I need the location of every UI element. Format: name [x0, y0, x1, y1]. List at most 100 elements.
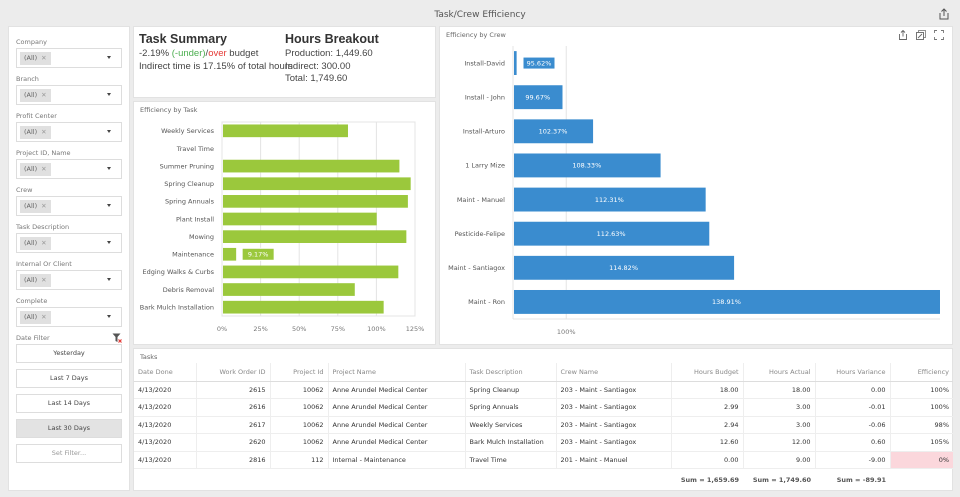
x-tick-label: 25%	[253, 325, 267, 333]
filter-select-project-id-name[interactable]: (All) ✕	[16, 159, 122, 179]
export-icon[interactable]	[938, 8, 950, 20]
hours-breakout: Hours Breakout Production: 1,449.60 Indi…	[285, 32, 379, 86]
column-header-hours-actual[interactable]: Hours Actual	[743, 363, 816, 382]
remove-tag-icon[interactable]: ✕	[41, 202, 47, 210]
table-cell-hours-actual: 12.00	[743, 433, 816, 452]
table-row[interactable]: 4/13/2020 2615 10062 Anne Arundel Medical C…	[134, 381, 953, 399]
bar[interactable]	[223, 283, 355, 296]
remove-tag-icon[interactable]: ✕	[41, 239, 47, 247]
filter-tag: (All) ✕	[20, 237, 51, 250]
chevron-down-icon[interactable]	[107, 241, 111, 244]
remove-tag-icon[interactable]: ✕	[41, 91, 47, 99]
date-filter-button-last-14-days[interactable]: Last 14 Days	[16, 394, 122, 413]
column-header-hours-budget[interactable]: Hours Budget	[671, 363, 744, 382]
bar[interactable]	[514, 255, 735, 280]
bar[interactable]	[223, 300, 384, 314]
bar[interactable]	[223, 124, 348, 138]
bar[interactable]	[223, 212, 377, 226]
export-icon[interactable]	[898, 30, 908, 40]
chevron-down-icon[interactable]	[107, 130, 111, 133]
data-label: 99.67%	[525, 93, 550, 101]
table-row[interactable]: 4/13/2020 2816 112 Internal - Maintenance Tr…	[134, 451, 953, 469]
date-filter-button-yesterday[interactable]: Yesterday	[16, 344, 122, 363]
remove-tag-icon[interactable]: ✕	[41, 276, 47, 284]
empty-cell	[328, 469, 465, 491]
bar[interactable]	[514, 221, 710, 246]
filter-select-crew[interactable]: (All) ✕	[16, 196, 122, 216]
bar[interactable]	[223, 265, 399, 279]
column-header-project-name[interactable]: Project Name	[328, 363, 466, 382]
filter-select-branch[interactable]: (All) ✕	[16, 85, 122, 105]
column-header-project-id[interactable]: Project Id	[270, 363, 329, 382]
bar[interactable]	[223, 159, 400, 173]
empty-cell	[134, 469, 196, 491]
over-label: over	[208, 48, 227, 59]
efficiency-by-task-title: Efficiency by Task	[140, 106, 198, 114]
bar[interactable]	[223, 247, 237, 261]
column-header-efficiency[interactable]: Efficiency	[890, 363, 953, 382]
bar[interactable]	[514, 119, 594, 144]
clear-filter-icon[interactable]	[112, 333, 122, 343]
column-header-crew-name[interactable]: Crew Name	[556, 363, 672, 382]
category-label: Bark Mulch Installation	[140, 303, 214, 311]
table-cell-task-description: Travel Time	[465, 451, 557, 469]
chevron-down-icon[interactable]	[107, 278, 111, 281]
column-header-date-done[interactable]: Date Done	[134, 363, 197, 382]
bar[interactable]	[223, 195, 408, 208]
filter-select-internal-or-client[interactable]: (All) ✕	[16, 270, 122, 290]
bar[interactable]	[514, 289, 940, 314]
title-bar: Task/Crew Efficiency	[0, 0, 960, 28]
bar[interactable]	[514, 85, 563, 110]
filter-select-complete[interactable]: (All) ✕	[16, 307, 122, 327]
filter-select-company[interactable]: (All) ✕	[16, 48, 122, 68]
filter-tag: (All) ✕	[20, 163, 51, 176]
category-label: Weekly Services	[161, 127, 215, 135]
filter-select-task-description[interactable]: (All) ✕	[16, 233, 122, 253]
table-cell-efficiency: 105%	[890, 433, 953, 452]
fullscreen-icon[interactable]	[934, 30, 944, 40]
table-cell-date-done: 4/13/2020	[134, 451, 197, 469]
chevron-down-icon[interactable]	[107, 167, 111, 170]
date-filter-button-last-7-days[interactable]: Last 7 Days	[16, 369, 122, 388]
bar[interactable]	[514, 153, 661, 178]
data-label-background	[522, 56, 556, 70]
remove-tag-icon[interactable]: ✕	[41, 54, 47, 62]
date-filter-button-last-30-days[interactable]: Last 30 Days	[16, 419, 122, 438]
column-header-hours-variance[interactable]: Hours Variance	[815, 363, 891, 382]
chevron-down-icon[interactable]	[107, 315, 111, 318]
remove-tag-icon[interactable]: ✕	[41, 128, 47, 136]
chevron-down-icon[interactable]	[107, 56, 111, 59]
sum-hours-actual: Sum = 1,749.60	[752, 475, 811, 484]
table-row[interactable]: 4/13/2020 2617 10062 Anne Arundel Medical C…	[134, 416, 953, 434]
x-tick-label: 0%	[217, 325, 227, 333]
column-header-task-description[interactable]: Task Description	[465, 363, 557, 382]
column-header-work-order-id[interactable]: Work Order ID	[196, 363, 271, 382]
remove-tag-icon[interactable]: ✕	[41, 313, 47, 321]
table-cell-project-name: Anne Arundel Medical Center	[328, 398, 466, 417]
table-cell-date-done: 4/13/2020	[134, 398, 197, 417]
chevron-down-icon[interactable]	[107, 93, 111, 96]
table-cell-work-order-id: 2615	[196, 381, 271, 399]
date-filter-button-set-filter[interactable]: Set Filter...	[16, 444, 122, 463]
bar[interactable]	[514, 187, 706, 212]
table-row[interactable]: 4/13/2020 2616 10062 Anne Arundel Medical C…	[134, 398, 953, 417]
chevron-down-icon[interactable]	[107, 204, 111, 207]
panel-toolbar	[898, 30, 944, 40]
filter-label-crew: Crew	[16, 186, 33, 194]
task-summary-panel: Task Summary -2.19% (-under)/over budget…	[133, 26, 436, 98]
bar[interactable]	[223, 177, 411, 191]
empty-cell	[465, 469, 556, 491]
filter-label-branch: Branch	[16, 75, 39, 83]
filter-panel: Company (All) ✕ Branch (All) ✕ Profit Center (A…	[8, 26, 130, 491]
efficiency-by-task-chart: 0% 25% 50% 75% 100% 125% Weekly Services Travel…	[140, 121, 424, 333]
table-row[interactable]: 4/13/2020 2620 10062 Anne Arundel Medical C…	[134, 433, 953, 452]
bar[interactable]	[223, 230, 407, 243]
filter-select-profit-center[interactable]: (All) ✕	[16, 122, 122, 142]
table-cell-project-id: 112	[270, 451, 329, 469]
bar[interactable]	[514, 51, 517, 76]
filter-tag: (All) ✕	[20, 126, 51, 139]
inspect-data-icon[interactable]	[916, 30, 926, 40]
remove-tag-icon[interactable]: ✕	[41, 165, 47, 173]
table-cell-hours-variance: 0.00	[815, 381, 891, 399]
slash: /	[205, 48, 209, 59]
